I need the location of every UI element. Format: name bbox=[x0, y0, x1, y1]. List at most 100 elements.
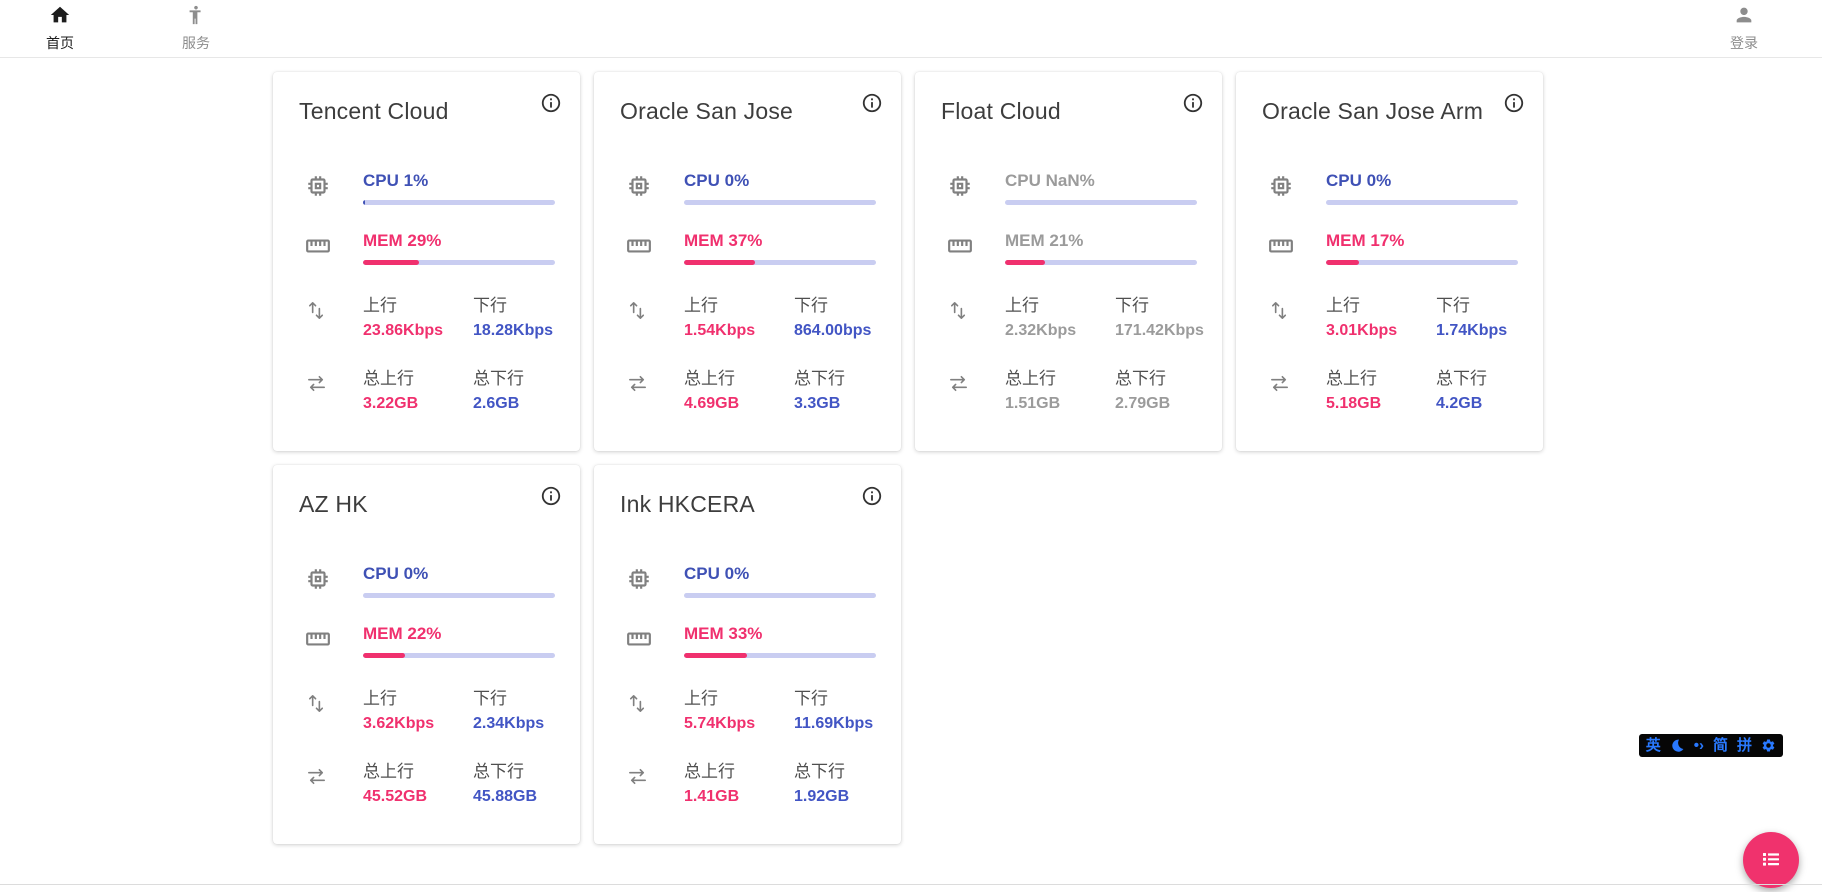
mem-usage-label: MEM 21% bbox=[1005, 231, 1197, 251]
person-icon bbox=[1733, 4, 1755, 31]
total-download-label: 总下行 bbox=[1436, 364, 1517, 389]
ime-pinyin-toggle[interactable]: 拼 bbox=[1737, 738, 1752, 753]
upload-value: 2.32Kbps bbox=[1005, 322, 1115, 340]
download-value: 864.00bps bbox=[794, 322, 875, 340]
ime-punctuation-toggle[interactable]: •› bbox=[1694, 738, 1704, 753]
cpu-progress-fill bbox=[363, 200, 365, 205]
info-icon bbox=[1182, 102, 1204, 117]
info-button[interactable] bbox=[540, 485, 562, 507]
total-download-value: 2.79GB bbox=[1115, 395, 1196, 413]
server-stats: CPU 0% MEM 17% bbox=[1262, 171, 1517, 413]
mem-usage-label: MEM 17% bbox=[1326, 231, 1518, 251]
swap-vertical-icon bbox=[1262, 291, 1326, 340]
upload-value: 3.01Kbps bbox=[1326, 322, 1436, 340]
footer-divider bbox=[0, 884, 1822, 885]
speed-row: 上行 1.54Kbps 下行 864.00bps bbox=[620, 291, 875, 340]
list-icon bbox=[1759, 847, 1783, 874]
total-row: 总上行 5.18GB 总下行 4.2GB bbox=[1262, 364, 1517, 413]
swap-horizontal-icon bbox=[299, 364, 363, 413]
upload-value: 5.74Kbps bbox=[684, 715, 794, 733]
mem-progress-fill bbox=[684, 653, 747, 658]
mem-usage-label: MEM 29% bbox=[363, 231, 555, 251]
download-label: 下行 bbox=[794, 684, 875, 709]
speed-row: 上行 5.74Kbps 下行 11.69Kbps bbox=[620, 684, 875, 733]
total-download-value: 1.92GB bbox=[794, 788, 875, 806]
server-stats: CPU NaN% MEM 21% bbox=[941, 171, 1196, 413]
server-name: Oracle San Jose Arm bbox=[1262, 98, 1517, 125]
mem-progress-fill bbox=[363, 260, 419, 265]
total-upload-label: 总上行 bbox=[1005, 364, 1115, 389]
total-upload-label: 总上行 bbox=[363, 364, 473, 389]
ime-language-toggle[interactable]: 英 bbox=[1646, 738, 1661, 753]
mem-progress bbox=[1005, 260, 1197, 265]
total-download-value: 3.3GB bbox=[794, 395, 875, 413]
speed-row: 上行 3.01Kbps 下行 1.74Kbps bbox=[1262, 291, 1517, 340]
info-button[interactable] bbox=[861, 485, 883, 507]
total-row: 总上行 1.41GB 总下行 1.92GB bbox=[620, 757, 875, 806]
ime-toolbar: 英 •› 简 拼 bbox=[1639, 734, 1783, 757]
upload-label: 上行 bbox=[1005, 291, 1115, 316]
ruler-icon bbox=[1262, 231, 1326, 265]
download-label: 下行 bbox=[1115, 291, 1204, 316]
top-nav: 首页 服务 登录 bbox=[0, 0, 1822, 58]
mem-row: MEM 22% bbox=[299, 624, 554, 658]
cpu-usage-label: CPU NaN% bbox=[1005, 171, 1197, 191]
upload-label: 上行 bbox=[363, 684, 473, 709]
cpu-chip-icon bbox=[620, 564, 684, 598]
mem-progress-fill bbox=[363, 653, 405, 658]
cpu-row: CPU 0% bbox=[620, 171, 875, 205]
cpu-row: CPU 0% bbox=[1262, 171, 1517, 205]
swap-vertical-icon bbox=[620, 684, 684, 733]
total-download-label: 总下行 bbox=[473, 364, 554, 389]
info-icon bbox=[861, 495, 883, 510]
cpu-usage-label: CPU 0% bbox=[684, 171, 876, 191]
total-row: 总上行 3.22GB 总下行 2.6GB bbox=[299, 364, 554, 413]
info-button[interactable] bbox=[861, 92, 883, 114]
server-card: AZ HK CPU 0% bbox=[273, 465, 580, 844]
ime-simplified-toggle[interactable]: 简 bbox=[1713, 738, 1728, 753]
server-card: Ink HKCERA CPU 0% bbox=[594, 465, 901, 844]
cpu-row: CPU 1% bbox=[299, 171, 554, 205]
mem-row: MEM 29% bbox=[299, 231, 554, 265]
cpu-progress bbox=[363, 200, 555, 205]
server-name: Float Cloud bbox=[941, 98, 1196, 125]
download-label: 下行 bbox=[473, 291, 554, 316]
download-label: 下行 bbox=[473, 684, 554, 709]
upload-label: 上行 bbox=[363, 291, 473, 316]
cpu-progress bbox=[363, 593, 555, 598]
nav-item-services[interactable]: 服务 bbox=[168, 4, 224, 53]
total-row: 总上行 4.69GB 总下行 3.3GB bbox=[620, 364, 875, 413]
cpu-progress bbox=[1326, 200, 1518, 205]
nav-item-home[interactable]: 首页 bbox=[32, 4, 88, 53]
ruler-icon bbox=[620, 231, 684, 265]
gear-icon[interactable] bbox=[1761, 738, 1776, 753]
upload-label: 上行 bbox=[684, 684, 794, 709]
total-download-value: 4.2GB bbox=[1436, 395, 1517, 413]
info-button[interactable] bbox=[1182, 92, 1204, 114]
nav-services-label: 服务 bbox=[182, 33, 210, 53]
speed-row: 上行 23.86Kbps 下行 18.28Kbps bbox=[299, 291, 554, 340]
server-list-fab[interactable] bbox=[1743, 832, 1799, 888]
info-button[interactable] bbox=[540, 92, 562, 114]
server-grid: Tencent Cloud CPU 1% bbox=[273, 72, 1557, 844]
total-download-label: 总下行 bbox=[473, 757, 554, 782]
mem-progress bbox=[1326, 260, 1518, 265]
info-button[interactable] bbox=[1503, 92, 1525, 114]
server-name: AZ HK bbox=[299, 491, 554, 518]
info-icon bbox=[861, 102, 883, 117]
nav-item-login[interactable]: 登录 bbox=[1716, 4, 1772, 53]
download-value: 1.74Kbps bbox=[1436, 322, 1517, 340]
download-value: 171.42Kbps bbox=[1115, 322, 1204, 340]
total-download-label: 总下行 bbox=[794, 757, 875, 782]
server-name: Tencent Cloud bbox=[299, 98, 554, 125]
cpu-row: CPU 0% bbox=[299, 564, 554, 598]
total-upload-value: 1.41GB bbox=[684, 788, 794, 806]
ruler-icon bbox=[299, 624, 363, 658]
cpu-progress bbox=[684, 200, 876, 205]
mem-progress bbox=[684, 260, 876, 265]
server-stats: CPU 0% MEM 22% bbox=[299, 564, 554, 806]
server-stats: CPU 1% MEM 29% bbox=[299, 171, 554, 413]
server-stats: CPU 0% MEM 37% bbox=[620, 171, 875, 413]
moon-icon[interactable] bbox=[1670, 738, 1685, 753]
mem-row: MEM 33% bbox=[620, 624, 875, 658]
